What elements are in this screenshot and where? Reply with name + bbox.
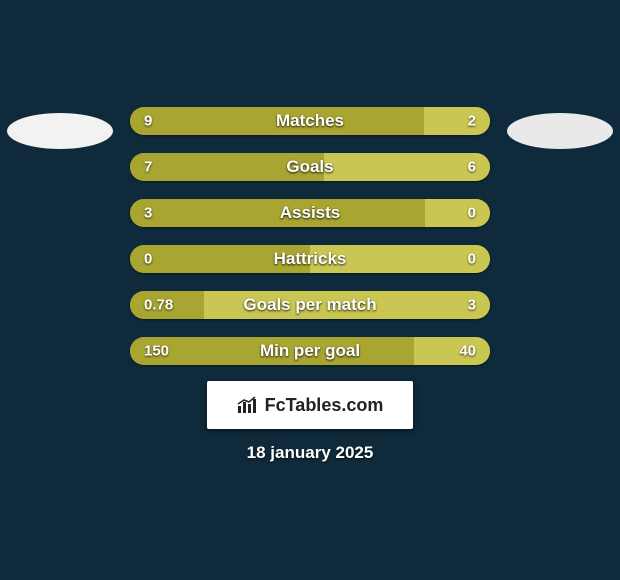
stat-value-left: 0.78 — [144, 297, 173, 314]
brand-text: FcTables.com — [265, 395, 384, 416]
comparison-body: 9 2 Matches 7 6 Goals 3 0 Assists 0 0 Hattricks 0.78… — [0, 107, 620, 463]
stat-value-left: 150 — [144, 343, 169, 360]
stat-bar-right-seg — [324, 153, 490, 181]
stat-value-right: 0 — [468, 205, 476, 222]
stat-label: Goals — [286, 157, 333, 177]
player-left-badges — [0, 107, 120, 149]
stat-label: Matches — [276, 111, 344, 131]
stat-bar: 9 2 Matches — [130, 107, 490, 135]
stat-bar: 7 6 Goals — [130, 153, 490, 181]
stat-value-left: 0 — [144, 251, 152, 268]
player-left-oval — [7, 113, 113, 149]
stat-bar: 0 0 Hattricks — [130, 245, 490, 273]
stat-label: Goals per match — [243, 295, 376, 315]
stat-value-right: 6 — [468, 159, 476, 176]
stat-bars: 9 2 Matches 7 6 Goals 3 0 Assists 0 0 Hattricks 0.78… — [130, 107, 490, 365]
stat-bar-right-seg — [414, 337, 490, 365]
stat-label: Min per goal — [260, 341, 360, 361]
stat-value-right: 40 — [459, 343, 476, 360]
stat-value-left: 7 — [144, 159, 152, 176]
stat-value-left: 3 — [144, 205, 152, 222]
stat-value-right: 2 — [468, 113, 476, 130]
stat-bar-right-seg — [425, 199, 490, 227]
player-right-oval — [507, 113, 613, 149]
stat-bar: 3 0 Assists — [130, 199, 490, 227]
stat-value-right: 0 — [468, 251, 476, 268]
stat-label: Hattricks — [274, 249, 347, 269]
date-text: 18 january 2025 — [0, 443, 620, 463]
chart-icon — [237, 396, 259, 414]
stat-bar: 150 40 Min per goal — [130, 337, 490, 365]
stat-value-left: 9 — [144, 113, 152, 130]
stat-bar-right-seg — [424, 107, 490, 135]
brand: FcTables.com — [237, 395, 384, 416]
stat-label: Assists — [280, 203, 340, 223]
stat-bar-left-seg — [130, 199, 425, 227]
brand-box: FcTables.com — [207, 381, 413, 429]
stat-bar: 0.78 3 Goals per match — [130, 291, 490, 319]
stat-value-right: 3 — [468, 297, 476, 314]
player-right-badges — [500, 107, 620, 149]
